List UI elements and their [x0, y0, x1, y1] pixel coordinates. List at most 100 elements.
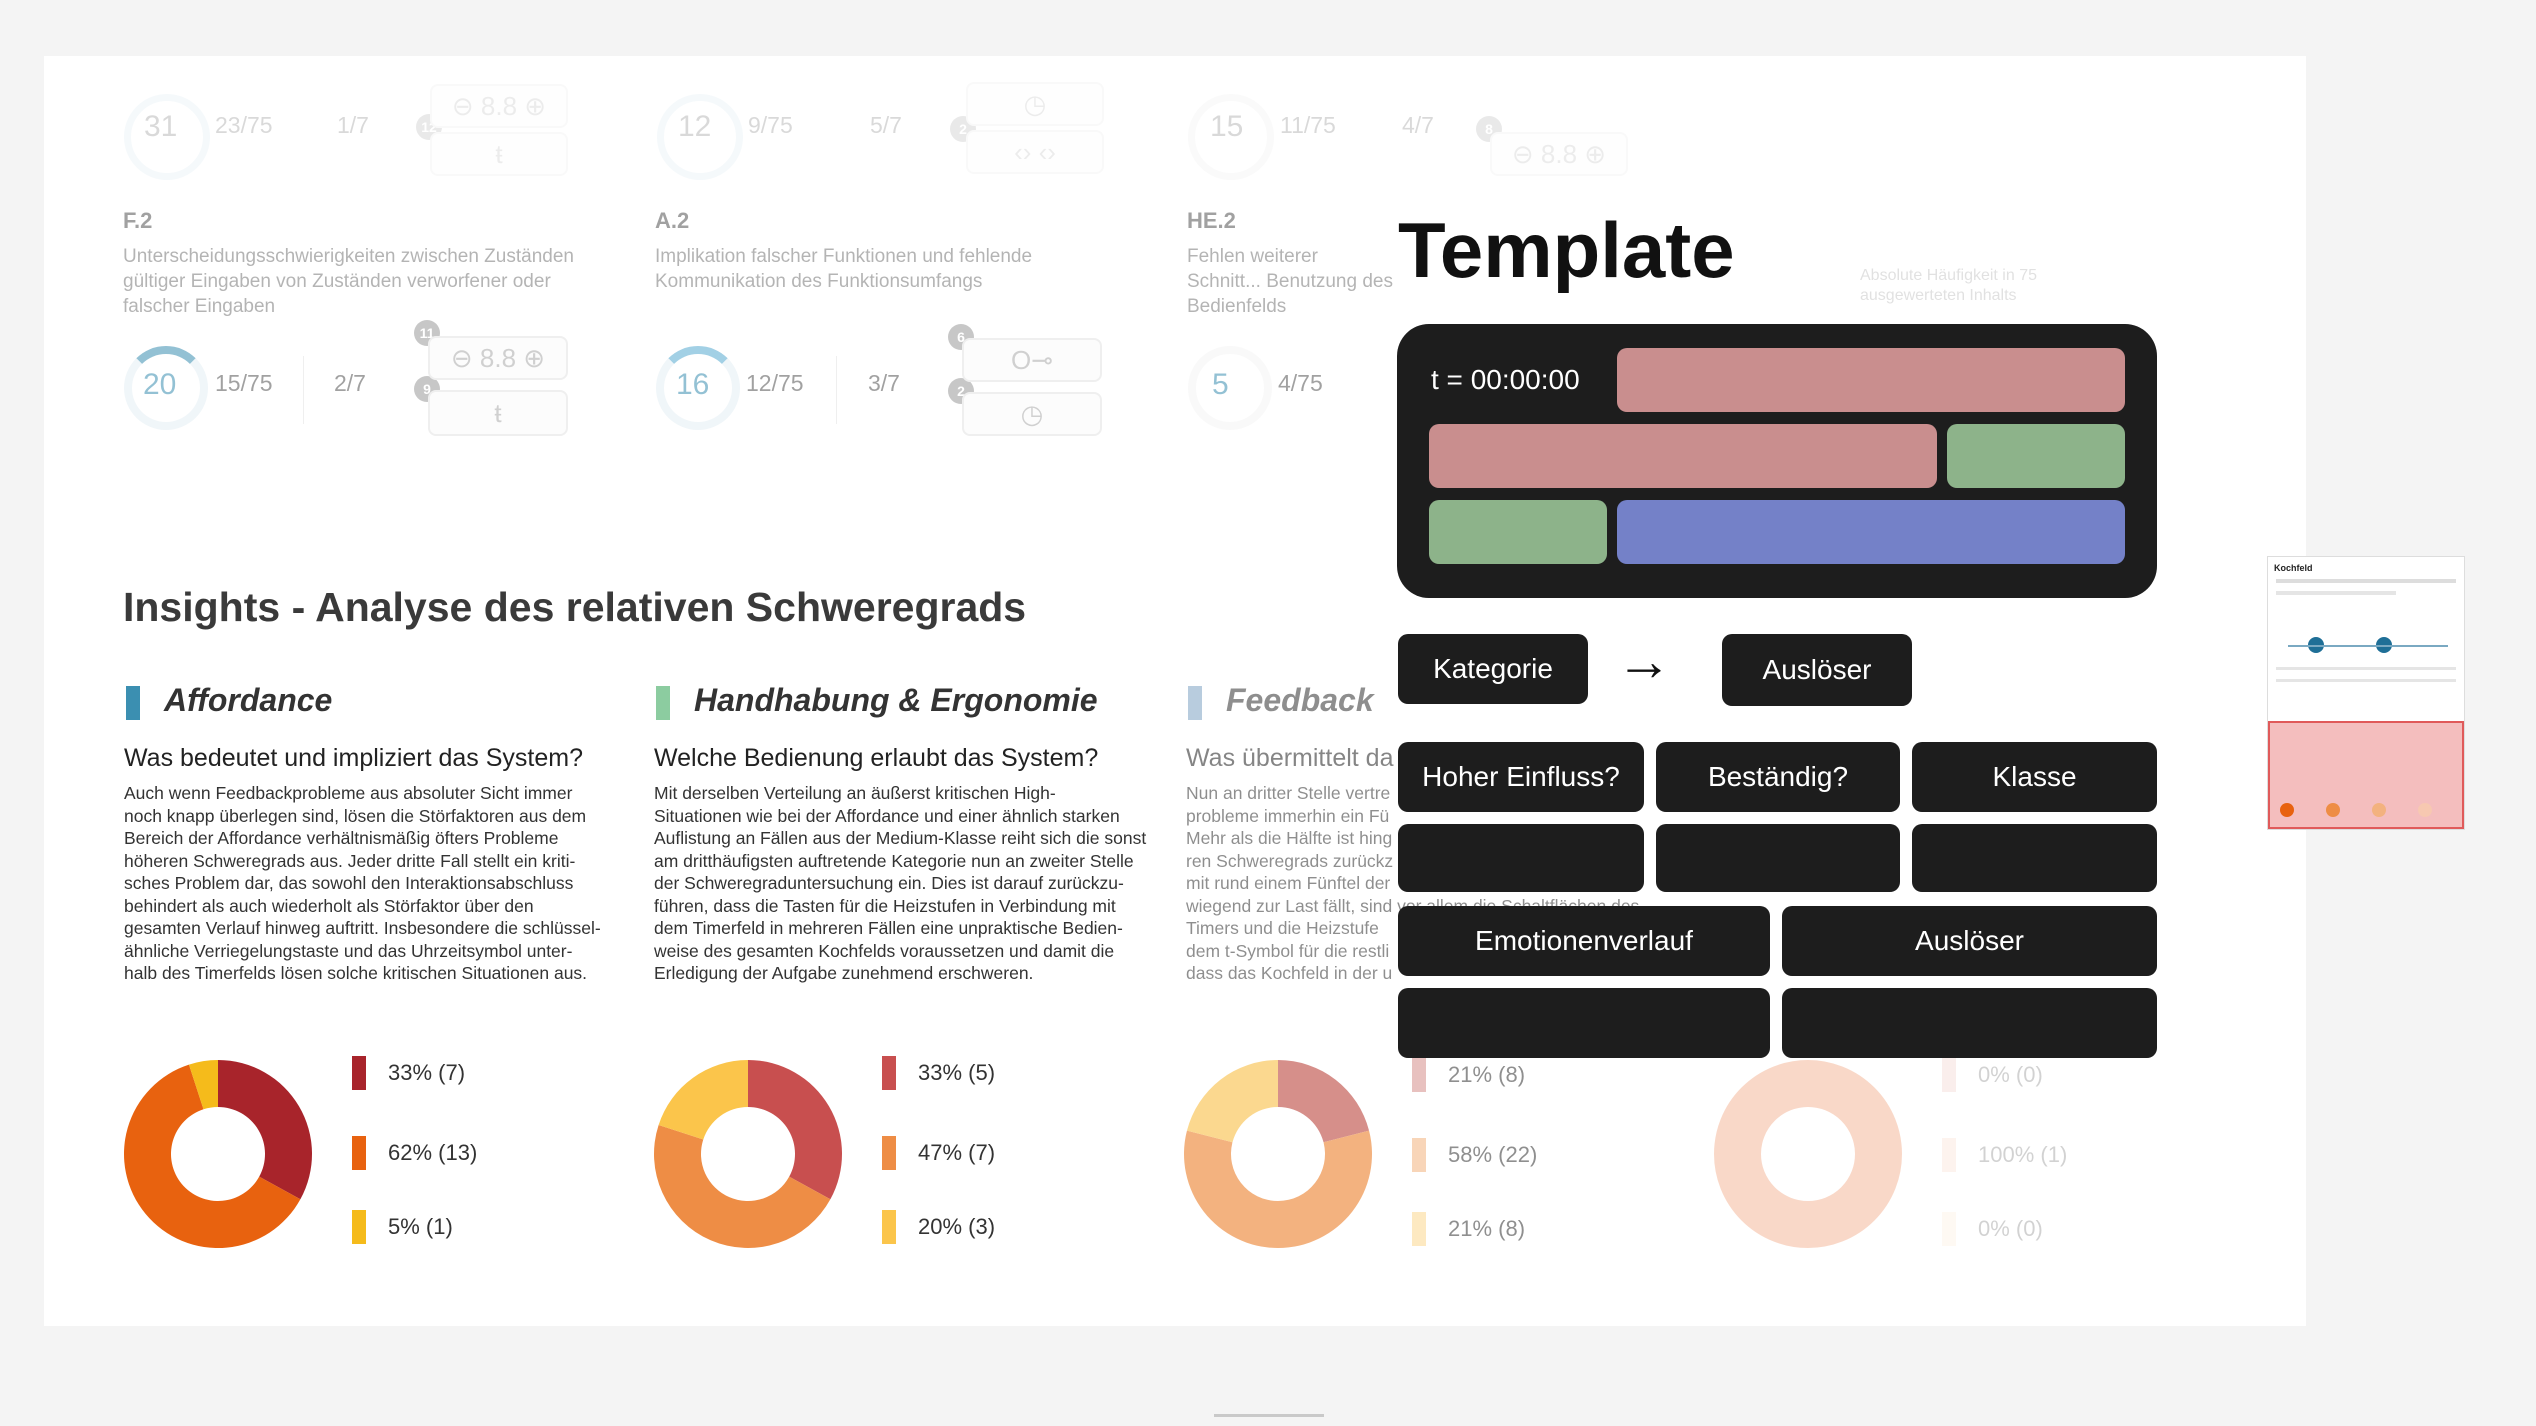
legend-swatch	[882, 1136, 896, 1170]
empty-slot[interactable]	[1782, 988, 2157, 1058]
legend-item: 21% (8)	[1412, 1058, 1525, 1092]
ausloeser-button[interactable]: Auslöser	[1722, 634, 1912, 706]
thumb-line	[2288, 645, 2448, 647]
legend-label: 33% (5)	[918, 1060, 996, 1085]
bestaendig-button[interactable]: Beständig?	[1656, 742, 1900, 812]
thumb-line	[2276, 667, 2456, 670]
kpi-ring	[1188, 94, 1274, 180]
timeline-bar-blue[interactable]	[1617, 500, 2125, 564]
thumb-donut	[2326, 803, 2340, 817]
ausloeser-button-2[interactable]: Auslöser	[1782, 906, 2157, 976]
hoher-einfluss-button[interactable]: Hoher Einfluss?	[1398, 742, 1644, 812]
body-line: Nun an dritter Stelle vertre	[1186, 783, 1391, 803]
issue-code: F.2	[123, 208, 153, 233]
legend-item: 33% (5)	[882, 1056, 995, 1090]
body-line: noch knapp überlegen sind, lösen die Stö…	[124, 805, 587, 826]
donut-slice	[218, 1060, 312, 1200]
legend-item: 0% (0)	[1942, 1058, 2043, 1092]
legend-label: 20% (3)	[918, 1214, 996, 1239]
empty-slot[interactable]	[1656, 824, 1900, 892]
legend-item: 5% (1)	[352, 1210, 453, 1244]
kpi-ratio: 3/7	[868, 370, 900, 396]
timeline-bar-red[interactable]	[1429, 424, 1937, 488]
kpi-ring	[1188, 346, 1272, 430]
kpi-ratio: 5/7	[870, 112, 902, 138]
issue-description: Fehlen weiterer Schnitt... Benutzung des…	[1187, 246, 1393, 317]
category-marker	[1188, 686, 1202, 720]
category-body: Auch wenn Feedbackprobleme aus absoluter…	[124, 782, 644, 985]
category-title: Feedback	[1226, 682, 1374, 718]
body-line: mit rund einem Fünftel der	[1186, 873, 1391, 893]
timer-display: ŧ	[428, 390, 568, 436]
bottom-toolbar[interactable]	[1214, 1414, 1324, 1417]
body-line: Erledigung der Aufgabe zunehmend erschwe…	[654, 963, 1034, 983]
legend-label: 0% (0)	[1978, 1216, 2043, 1241]
body-line: führen, dass die Tasten für die Heizstuf…	[654, 895, 1116, 916]
kpi-ring	[656, 346, 740, 430]
empty-slot[interactable]	[1398, 824, 1644, 892]
kpi-value: 16	[676, 368, 710, 401]
body-line: höheren Schweregrads aus. Jeder dritte F…	[124, 850, 576, 871]
minimap-thumbnail[interactable]: Kochfeld	[2267, 556, 2465, 830]
viewport-highlight[interactable]	[2268, 721, 2464, 829]
emotionenverlauf-button[interactable]: Emotionenverlauf	[1398, 906, 1770, 976]
legend-label: 100% (1)	[1978, 1142, 2068, 1167]
legend-swatch	[1942, 1058, 1956, 1092]
thumb-donut	[2372, 803, 2386, 817]
body-line: ähnliche Verriegelungstaste und das Uhrz…	[124, 940, 573, 961]
legend-label: 47% (7)	[918, 1140, 996, 1165]
legend-swatch	[1412, 1058, 1426, 1092]
thumb-line	[2276, 679, 2456, 682]
thumb-line	[2276, 579, 2456, 583]
category-body: Mit derselben Verteilung an äußerst krit…	[654, 782, 1184, 985]
legend-item: 100% (1)	[1942, 1138, 2067, 1172]
category-question: Welche Bedienung erlaubt das System?	[654, 744, 1099, 772]
body-line: Auch wenn Feedbackprobleme aus absoluter…	[124, 783, 573, 803]
legend-label: 5% (1)	[388, 1214, 453, 1239]
issue-description: Unterscheidungsschwierigkeiten zwischen …	[123, 246, 574, 317]
body-line: ren Schweregrads zurückz	[1186, 850, 1394, 871]
kategorie-button[interactable]: Kategorie	[1398, 634, 1588, 704]
body-line: dem Timerfeld in mehreren Fällen eine un…	[654, 918, 1123, 938]
kpi-value: 20	[143, 368, 177, 401]
legend-swatch	[352, 1210, 366, 1244]
category-marker	[126, 686, 140, 720]
donut-slice	[1184, 1130, 1372, 1248]
category-marker	[656, 686, 670, 720]
klasse-button[interactable]: Klasse	[1912, 742, 2157, 812]
empty-slot[interactable]	[1912, 824, 2157, 892]
kpi-count: 4/75	[1278, 370, 1323, 396]
legend-label: 62% (13)	[388, 1140, 478, 1165]
body-line: Mit derselben Verteilung an äußerst krit…	[654, 783, 1056, 803]
body-line: Mehr als die Hälfte ist hing	[1186, 828, 1393, 848]
body-line: sches Problem dar, das sowohl den Intera…	[124, 873, 574, 893]
timeline-bar-green[interactable]	[1429, 500, 1607, 564]
category-question: Was übermittelt da	[1186, 744, 1394, 772]
clock-icon: ◷	[962, 392, 1102, 436]
body-line: gesamten Verlauf hinweg auftritt. Insbes…	[124, 918, 601, 938]
key-icon: O⊸	[962, 338, 1102, 382]
empty-slot[interactable]	[1398, 988, 1770, 1058]
timeline-bar-green[interactable]	[1947, 424, 2125, 488]
legend-item: 0% (0)	[1942, 1212, 2043, 1246]
donut-handhabung	[654, 1060, 842, 1248]
body-line: weise des gesamten Kochfelds voraussetze…	[654, 940, 1115, 961]
kpi-value: 5	[1212, 368, 1229, 401]
issue-code: HE.2	[1187, 208, 1236, 233]
donut-fourth	[1714, 1060, 1902, 1248]
legend-swatch	[882, 1056, 896, 1090]
template-timeline[interactable]: t = 00:00:00	[1397, 324, 2157, 598]
legend-swatch	[1412, 1212, 1426, 1246]
thumbnail-title: Kochfeld	[2274, 563, 2313, 573]
timeline-bar-red[interactable]	[1617, 348, 2125, 412]
legend-label: 0% (0)	[1978, 1062, 2043, 1087]
body-line: halb des Timerfelds lösen solche kritisc…	[124, 963, 588, 983]
divider	[836, 356, 837, 424]
arrow-right-icon: →	[1616, 629, 1672, 692]
kpi-count: 15/75	[215, 370, 273, 396]
body-line: am dritthäufigsten auftretende Kategorie…	[654, 850, 1134, 871]
legend-swatch	[1942, 1212, 1956, 1246]
time-label: t = 00:00:00	[1431, 364, 1580, 395]
